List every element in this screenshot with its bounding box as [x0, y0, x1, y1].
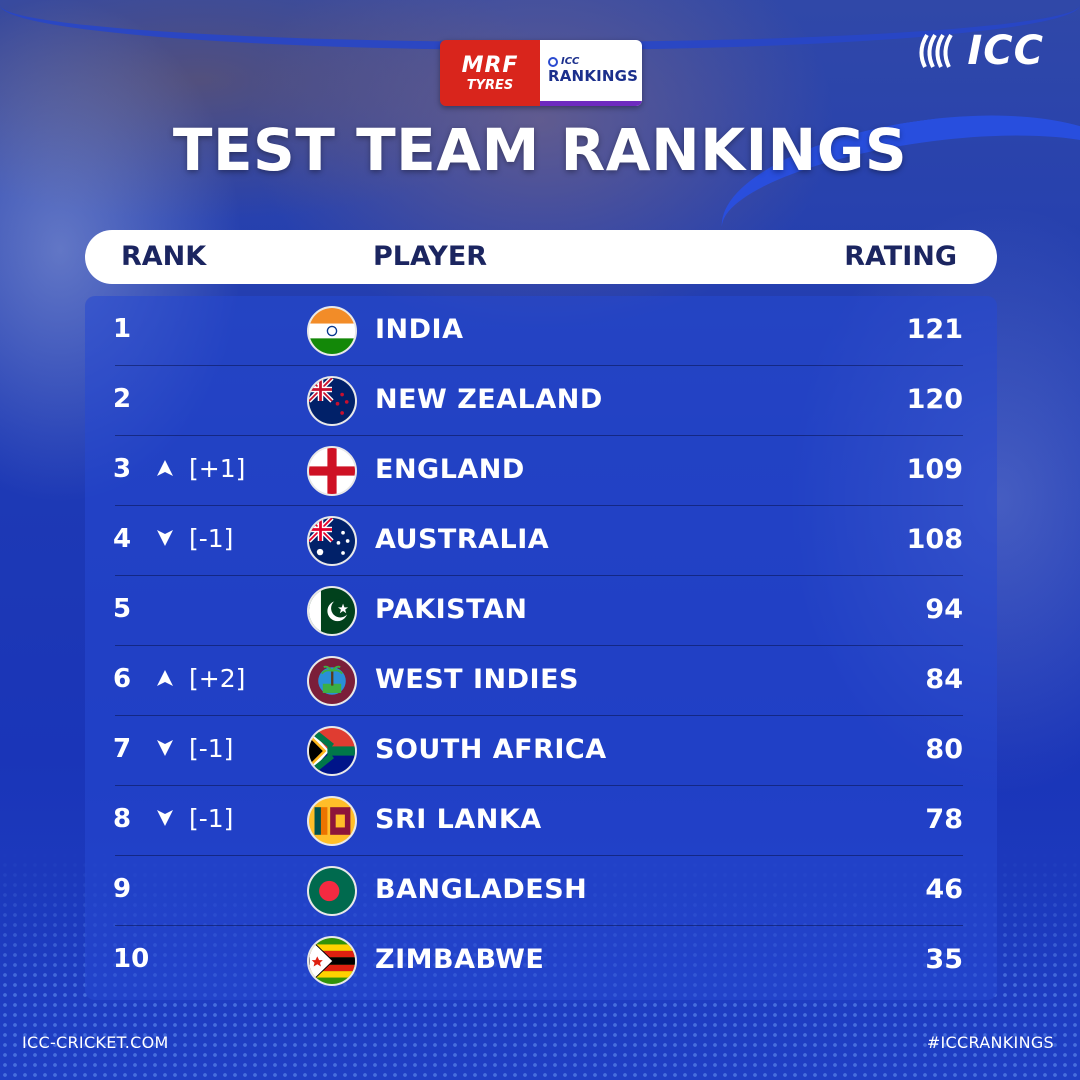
rankings-text: RANKINGS	[548, 67, 639, 85]
icc-rankings-logo: ICC RANKINGS	[540, 40, 642, 106]
zimbabwe-flag-icon	[307, 936, 357, 986]
bangladesh-flag-icon	[307, 866, 357, 916]
rank-down-arrow-icon	[157, 740, 173, 756]
rankings-table: 1 INDIA 121 2 NEW ZEALAND 120 3 [+1] ENG…	[85, 296, 997, 1000]
header-rank: RANK	[121, 241, 207, 272]
table-row: 3 [+1] ENGLAND 109	[85, 436, 997, 506]
row-divider	[115, 434, 963, 436]
team-rating: 80	[925, 734, 963, 765]
england-flag-icon	[307, 446, 357, 496]
table-row: 8 [-1] SRI LANKA 78	[85, 786, 997, 856]
mrf-text: MRF	[461, 52, 519, 78]
team-rating: 109	[906, 454, 963, 485]
rank-change: [+2]	[189, 664, 246, 693]
table-row: 6 [+2] WEST INDIES 84	[85, 646, 997, 716]
icc-small-text: ICC	[561, 56, 580, 67]
team-rating: 121	[906, 314, 963, 345]
rank-number: 3	[113, 454, 132, 484]
rank-change: [+1]	[189, 454, 246, 483]
team-rating: 108	[906, 524, 963, 555]
icc-emblem-icon	[919, 33, 954, 68]
icc-logo-text: ICC	[967, 28, 1044, 74]
mrf-tyres-logo: MRF TYRES	[440, 40, 540, 106]
west-indies-flag-icon	[307, 656, 357, 706]
rank-up-arrow-icon	[157, 670, 173, 686]
rank-change: [-1]	[189, 524, 234, 553]
rank-number: 9	[113, 874, 132, 904]
rank-number: 5	[113, 594, 132, 624]
table-row: 4 [-1] AUSTRALIA 108	[85, 506, 997, 576]
table-row: 7 [-1] SOUTH AFRICA 80	[85, 716, 997, 786]
page-title: TEST TEAM RANKINGS	[172, 116, 908, 184]
table-row: 9 BANGLADESH 46	[85, 856, 997, 926]
team-rating: 120	[906, 384, 963, 415]
rank-down-arrow-icon	[157, 810, 173, 826]
rank-number: 1	[113, 314, 132, 344]
rank-up-arrow-icon	[157, 460, 173, 476]
icc-logo: ICC	[915, 28, 1044, 74]
row-divider	[115, 854, 963, 856]
row-divider	[115, 924, 963, 926]
team-rating: 46	[925, 874, 963, 905]
row-divider	[115, 574, 963, 576]
team-rating: 94	[925, 594, 963, 625]
team-name: SOUTH AFRICA	[375, 734, 607, 765]
row-divider	[115, 784, 963, 786]
team-name: WEST INDIES	[375, 664, 579, 695]
team-rating: 84	[925, 664, 963, 695]
table-row: 2 NEW ZEALAND 120	[85, 366, 997, 436]
header-rating: RATING	[844, 241, 957, 272]
australia-flag-icon	[307, 516, 357, 566]
pakistan-flag-icon	[307, 586, 357, 636]
table-header: RANK PLAYER RATING	[85, 230, 997, 284]
team-name: NEW ZEALAND	[375, 384, 603, 415]
icc-ring-icon	[548, 56, 558, 67]
team-rating: 35	[925, 944, 963, 975]
team-name: ENGLAND	[375, 454, 525, 485]
rank-change: [-1]	[189, 804, 234, 833]
team-name: BANGLADESH	[375, 874, 588, 905]
sri-lanka-flag-icon	[307, 796, 357, 846]
rank-number: 10	[113, 944, 150, 974]
website-link[interactable]: ICC-CRICKET.COM	[22, 1033, 169, 1052]
tyres-text: TYRES	[466, 77, 514, 93]
rank-number: 6	[113, 664, 132, 694]
hashtag[interactable]: #ICCRANKINGS	[926, 1033, 1054, 1052]
icc-rankings-top: ICC	[548, 56, 642, 67]
rank-down-arrow-icon	[157, 530, 173, 546]
row-divider	[115, 644, 963, 646]
rank-number: 7	[113, 734, 132, 764]
table-row: 1 INDIA 121	[85, 296, 997, 366]
south-africa-flag-icon	[307, 726, 357, 776]
row-divider	[115, 364, 963, 366]
rank-change: [-1]	[189, 734, 234, 763]
india-flag-icon	[307, 306, 357, 356]
header-player: PLAYER	[373, 241, 488, 272]
sponsor-badge: MRF TYRES ICC RANKINGS	[440, 40, 642, 106]
team-name: ZIMBABWE	[375, 944, 545, 975]
new-zealand-flag-icon	[307, 376, 357, 426]
rank-number: 4	[113, 524, 132, 554]
team-rating: 78	[925, 804, 963, 835]
table-row: 10 ZIMBABWE 35	[85, 926, 997, 996]
rank-number: 2	[113, 384, 132, 414]
team-name: AUSTRALIA	[375, 524, 550, 555]
row-divider	[115, 504, 963, 506]
team-name: PAKISTAN	[375, 594, 528, 625]
row-divider	[115, 714, 963, 716]
team-name: INDIA	[375, 314, 464, 345]
table-row: 5 PAKISTAN 94	[85, 576, 997, 646]
team-name: SRI LANKA	[375, 804, 542, 835]
rank-number: 8	[113, 804, 132, 834]
